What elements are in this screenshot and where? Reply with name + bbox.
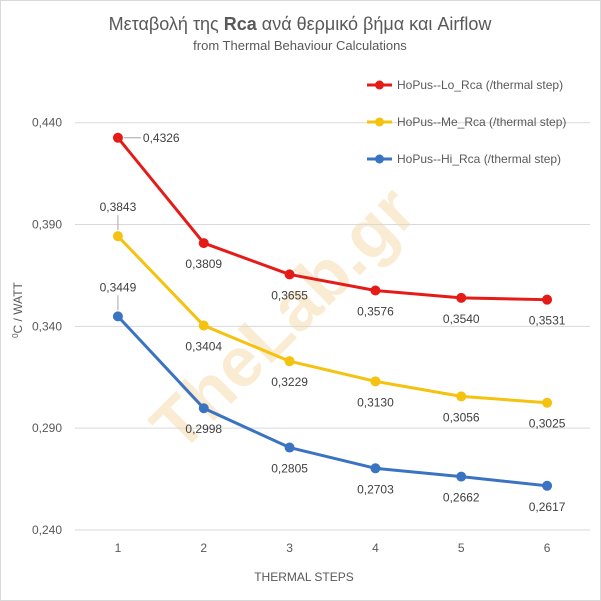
data-point xyxy=(284,356,295,367)
series-line-2 xyxy=(116,234,549,405)
chart-subtitle: from Thermal Behaviour Calculations xyxy=(193,38,407,53)
data-label: 0,3025 xyxy=(529,417,566,431)
data-label: 0,3056 xyxy=(443,410,480,424)
data-label: 0,3576 xyxy=(357,305,394,319)
data-label: 0,2998 xyxy=(185,422,222,436)
label-layer: 0,4326 0,3809 0,3655 0,3576 0,3540 0,3531 0,38… xyxy=(100,131,566,514)
data-label: 0,2703 xyxy=(357,482,394,496)
data-label: 0,3540 xyxy=(443,312,480,326)
y-tick-label: 0,390 xyxy=(32,218,62,232)
data-point xyxy=(112,231,123,242)
series-line-1 xyxy=(116,136,549,302)
y-tick-label: 0,340 xyxy=(32,319,62,333)
data-point xyxy=(542,480,553,491)
data-point xyxy=(112,132,123,143)
data-label: 0,3130 xyxy=(357,395,394,409)
data-label: 0,4326 xyxy=(143,131,180,145)
data-label: 0,3404 xyxy=(185,340,222,354)
chart-title-bold: Rca xyxy=(224,14,258,34)
data-label: 0,2805 xyxy=(271,462,308,476)
legend-label: HoPus--Hi_Rca (/thermal step) xyxy=(397,152,561,166)
data-point xyxy=(198,238,209,249)
data-label: 0,2617 xyxy=(529,500,566,514)
chart-title-suffix: ανά θερμικό βήμα και Airflow xyxy=(257,14,493,34)
data-label: 0,3531 xyxy=(529,314,566,328)
data-point xyxy=(370,463,381,474)
chart-title-prefix: Μεταβολή της xyxy=(109,14,224,34)
tick-layer: 0,240 0,290 0,340 0,390 0,440 1 2 3 4 5 6 xyxy=(32,116,551,555)
legend: HoPus--Lo_Rca (/thermal step) HoPus--Me_R… xyxy=(367,78,566,166)
data-point xyxy=(456,471,467,482)
data-label: 0,3449 xyxy=(100,280,137,294)
series-layer xyxy=(112,132,553,491)
x-axis-label: THERMAL STEPS xyxy=(254,570,354,584)
data-label: 0,3229 xyxy=(271,375,308,389)
x-tick-label: 3 xyxy=(286,541,293,555)
legend-swatch-marker xyxy=(375,117,384,127)
x-tick-label: 2 xyxy=(200,541,207,555)
data-point xyxy=(112,311,123,322)
data-point xyxy=(456,292,467,303)
data-point xyxy=(284,442,295,453)
data-point xyxy=(198,320,209,331)
legend-label: HoPus--Me_Rca (/thermal step) xyxy=(397,115,566,129)
y-axis-label: 0C / WATT xyxy=(11,281,25,337)
data-point xyxy=(198,403,209,414)
data-point xyxy=(284,269,295,280)
x-tick-label: 4 xyxy=(372,541,379,555)
legend-swatch-marker xyxy=(375,154,384,164)
data-point xyxy=(542,397,553,408)
data-point xyxy=(456,391,467,402)
y-tick-label: 0,440 xyxy=(32,116,62,130)
data-point xyxy=(542,294,553,305)
grid-layer xyxy=(75,122,590,531)
x-tick-label: 6 xyxy=(544,541,551,555)
x-tick-label: 1 xyxy=(115,541,122,555)
chart-title: Μεταβολή της Rca ανά θερμικό βήμα και Ai… xyxy=(109,14,493,34)
data-point xyxy=(370,285,381,296)
legend-swatch-marker xyxy=(375,80,384,90)
y-tick-label: 0,290 xyxy=(32,421,62,435)
x-tick-label: 5 xyxy=(458,541,465,555)
data-label: 0,3809 xyxy=(185,257,222,271)
data-label: 0,3843 xyxy=(100,200,137,214)
data-label: 0,2662 xyxy=(443,491,480,505)
data-label: 0,3655 xyxy=(271,288,308,302)
y-axis-label-text: C / WATT xyxy=(11,281,25,333)
y-axis-label-superscript: 0 xyxy=(11,333,20,338)
y-tick-label: 0,240 xyxy=(32,523,62,537)
series-line-3 xyxy=(116,314,549,488)
data-point xyxy=(370,376,381,387)
legend-label: HoPus--Lo_Rca (/thermal step) xyxy=(397,78,563,92)
